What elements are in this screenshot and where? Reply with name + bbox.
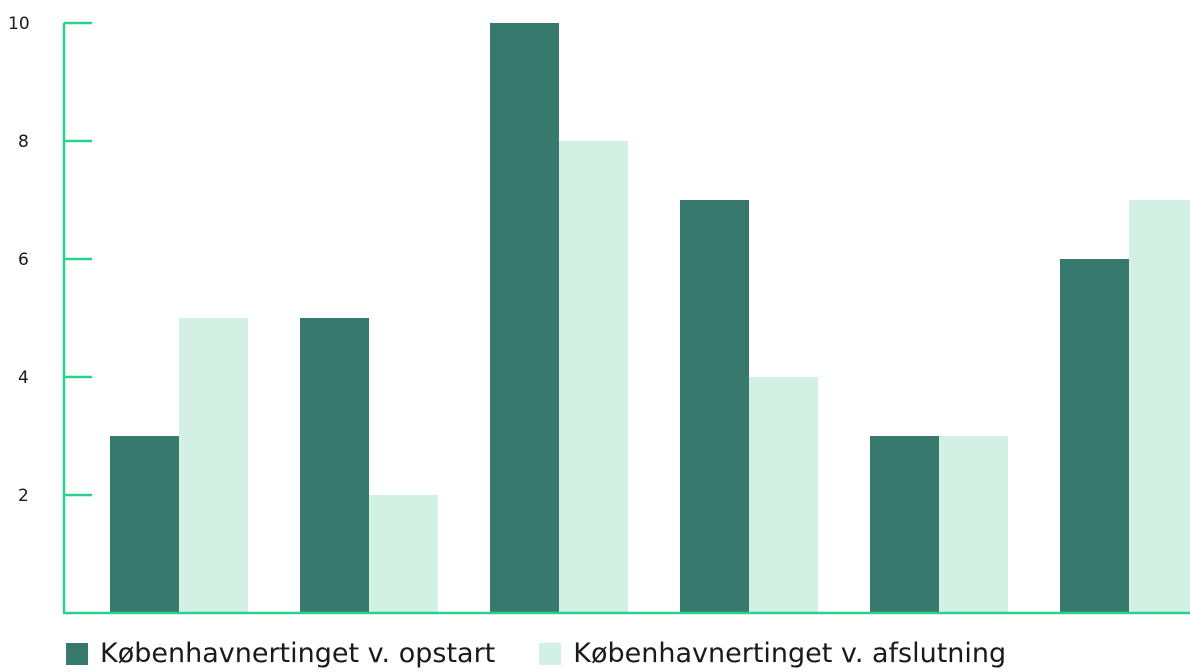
bar-series-2-group-1 [179, 318, 248, 613]
y-tick-label-4: 4 [18, 368, 29, 388]
bar-series-2-group-3 [559, 141, 628, 613]
legend: Københavnertinget v. opstart Københavner… [66, 640, 1006, 667]
bar-series-1-group-2 [300, 318, 369, 613]
legend-swatch-afslutning [539, 643, 561, 665]
y-tick-label-10: 10 [8, 14, 30, 34]
bar-series-2-group-5 [939, 436, 1008, 613]
bar-series-2-group-4 [749, 377, 818, 613]
bar-series-2-group-6 [1129, 200, 1190, 613]
bars-group [110, 23, 1190, 613]
bar-series-1-group-5 [870, 436, 939, 613]
bar-series-1-group-3 [490, 23, 559, 613]
y-tick-label-6: 6 [18, 250, 29, 270]
legend-swatch-opstart [66, 643, 88, 665]
y-tick-label-2: 2 [18, 486, 29, 506]
bar-series-1-group-4 [680, 200, 749, 613]
bar-series-1-group-6 [1060, 259, 1129, 613]
bar-series-1-group-1 [110, 436, 179, 613]
bar-chart: 2 4 6 8 10 [0, 0, 1190, 630]
legend-label-afslutning: Københavnertinget v. afslutning [573, 640, 1006, 667]
legend-label-opstart: Københavnertinget v. opstart [100, 640, 495, 667]
y-tick-label-8: 8 [18, 132, 29, 152]
bar-series-2-group-2 [369, 495, 438, 613]
legend-item-opstart: Københavnertinget v. opstart [66, 640, 495, 667]
legend-item-afslutning: Københavnertinget v. afslutning [539, 640, 1006, 667]
